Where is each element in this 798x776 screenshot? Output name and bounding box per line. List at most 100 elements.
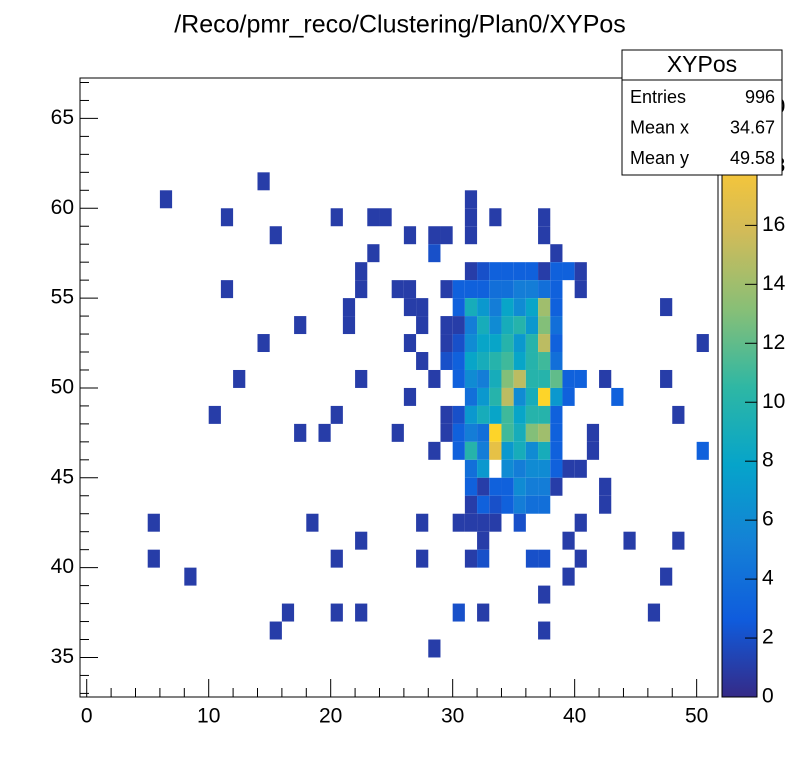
cell — [489, 423, 502, 442]
cell — [647, 603, 661, 622]
cell — [525, 387, 539, 406]
cell — [550, 423, 563, 442]
cell — [159, 190, 173, 209]
y-tick-label: 35 — [51, 645, 74, 668]
y-tick-label: 60 — [51, 196, 74, 219]
cell — [538, 585, 551, 604]
cell — [513, 262, 526, 281]
cell — [525, 549, 539, 568]
cell — [477, 495, 490, 514]
cell — [550, 369, 563, 388]
cell — [538, 387, 551, 406]
cell — [440, 280, 453, 299]
cell — [477, 441, 490, 460]
cell — [464, 190, 478, 209]
cell — [464, 352, 478, 370]
cell — [220, 280, 234, 299]
cell — [550, 441, 563, 460]
cell — [501, 280, 514, 299]
cell — [501, 459, 514, 478]
cell — [464, 208, 478, 227]
x-tick-label: 30 — [441, 705, 464, 728]
cell — [501, 262, 514, 281]
cell — [501, 387, 514, 406]
y-tick-label: 55 — [51, 286, 74, 309]
x-tick-label: 20 — [319, 705, 342, 728]
cell — [538, 423, 551, 442]
cell — [220, 208, 234, 227]
cell — [440, 352, 453, 370]
z-tick-label: 4 — [762, 567, 774, 590]
cell — [513, 316, 526, 335]
cell — [416, 298, 429, 317]
cell — [489, 369, 502, 388]
cell — [538, 369, 551, 388]
cell — [464, 226, 478, 245]
cell — [501, 477, 514, 496]
z-tick-label: 10 — [762, 390, 785, 413]
stats-title: XYPos — [667, 51, 737, 77]
cell — [525, 441, 539, 460]
cell — [355, 603, 368, 622]
cell — [538, 441, 551, 460]
cell — [489, 262, 502, 281]
cell — [416, 513, 429, 532]
cell — [513, 513, 526, 532]
cell — [452, 441, 465, 460]
cell — [367, 208, 380, 227]
cell — [452, 334, 465, 353]
cell — [513, 369, 526, 388]
cell — [355, 531, 368, 550]
cell — [550, 387, 563, 406]
cell — [550, 280, 563, 299]
cell — [550, 244, 563, 263]
cell — [525, 352, 539, 370]
cell — [428, 369, 441, 388]
cell — [379, 208, 392, 227]
cell — [513, 441, 526, 460]
cell — [562, 262, 575, 281]
cell — [416, 316, 429, 335]
cell — [574, 513, 587, 532]
cell — [452, 513, 465, 532]
cell — [525, 423, 539, 442]
cell — [294, 423, 307, 442]
cell — [269, 226, 282, 245]
cell — [599, 369, 612, 388]
y-tick-label: 65 — [51, 106, 74, 129]
cell — [294, 316, 307, 335]
cell — [513, 477, 526, 496]
cell — [525, 369, 539, 388]
cell — [550, 334, 563, 353]
cell — [464, 316, 478, 335]
cell — [477, 423, 490, 442]
cell — [538, 621, 551, 640]
cell — [464, 405, 478, 424]
cell — [611, 387, 624, 406]
cell — [538, 334, 551, 353]
cell — [513, 423, 526, 442]
cell — [477, 280, 490, 299]
cell — [330, 405, 343, 424]
cell — [489, 405, 502, 424]
cell — [477, 352, 490, 370]
cell — [489, 334, 502, 353]
cell — [501, 316, 514, 335]
cell — [477, 262, 490, 281]
cell — [538, 459, 551, 478]
cell — [562, 369, 575, 388]
cell — [184, 567, 197, 586]
cell — [477, 513, 490, 532]
cell — [257, 172, 270, 191]
cell — [574, 369, 587, 388]
cell — [464, 513, 478, 532]
x-tick-label: 0 — [81, 705, 93, 728]
cell — [440, 423, 453, 442]
cell — [489, 280, 502, 299]
cell — [477, 459, 490, 478]
cell — [538, 405, 551, 424]
cell — [403, 334, 417, 353]
cell — [318, 423, 331, 442]
cell — [562, 387, 575, 406]
cell — [306, 513, 319, 532]
